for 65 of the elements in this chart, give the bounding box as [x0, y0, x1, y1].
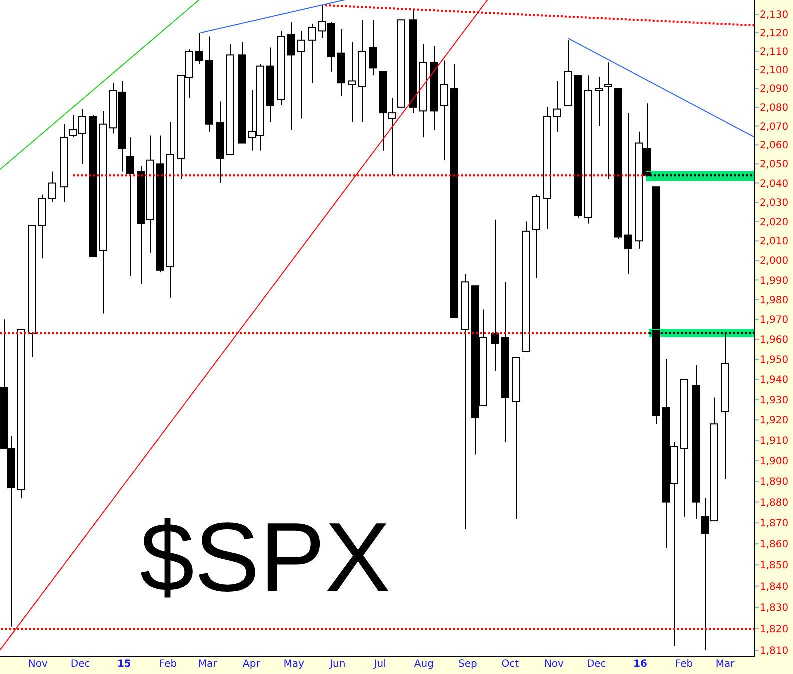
- candlestick: [126, 137, 134, 277]
- x-tick-label: Oct: [502, 659, 520, 670]
- x-tick-label: Aug: [414, 659, 434, 670]
- y-tick-label: 1,950: [760, 355, 789, 366]
- y-tick-label: 1,990: [760, 276, 789, 287]
- x-tick-label: Jun: [329, 659, 346, 670]
- y-tick-label: 1,890: [760, 477, 789, 488]
- y-tick-label: 2,090: [760, 84, 789, 96]
- y-tick-label: 2,010: [760, 236, 789, 248]
- x-tick-label: 16: [634, 659, 648, 670]
- candlestick: [596, 76, 604, 127]
- candlestick: [604, 62, 612, 180]
- y-tick-label: 2,080: [760, 102, 789, 114]
- y-tick-label: 1,830: [760, 603, 789, 614]
- y-tick-label: 2,100: [760, 66, 789, 77]
- x-tick-label: Mar: [198, 659, 218, 670]
- x-tick-label: May: [284, 659, 304, 670]
- y-tick-label: 2,040: [760, 178, 789, 190]
- y-tick-label: 2,020: [760, 217, 789, 228]
- y-tick-label: 1,940: [760, 375, 789, 386]
- x-tick-label: Apr: [243, 659, 262, 670]
- candlestick: [624, 112, 632, 275]
- y-tick-label: 1,960: [760, 335, 789, 346]
- x-tick-label: Dec: [70, 659, 90, 670]
- y-tick-label: 2,060: [760, 140, 789, 152]
- x-tick-label: Feb: [159, 659, 178, 670]
- y-tick-label: 2,000: [760, 256, 789, 268]
- candlestick: [48, 171, 56, 203]
- x-tick-label: Nov: [28, 659, 48, 670]
- y-tick-label: 2,120: [760, 28, 789, 40]
- candlestick: [196, 32, 204, 65]
- y-tick-label: 2,110: [760, 47, 789, 58]
- candlestick: [554, 80, 562, 132]
- y-tick-label: 1,900: [760, 456, 789, 468]
- y-tick-label: 1,860: [760, 540, 789, 551]
- y-tick-label: 1,870: [760, 518, 789, 530]
- x-tick-label: Mar: [716, 659, 736, 670]
- candlestick: [288, 21, 296, 131]
- x-tick-label: Dec: [586, 659, 606, 670]
- candlestick: [492, 219, 500, 372]
- y-tick-label: 1,840: [760, 582, 789, 593]
- x-tick-label: Nov: [544, 659, 564, 670]
- text: $SPX: [140, 502, 391, 612]
- x-tick-label: Jul: [373, 659, 386, 670]
- candlestick: [440, 60, 448, 161]
- y-tick-label: 2,130: [760, 10, 789, 22]
- y-tick-label: 1,850: [760, 560, 789, 572]
- y-tick-label: 1,980: [760, 295, 789, 306]
- y-tick-label: 2,070: [760, 122, 789, 133]
- y-tick-label: 1,920: [760, 416, 789, 427]
- candlestick: [308, 23, 316, 84]
- candlestick: [370, 20, 378, 76]
- y-tick-label: 1,970: [760, 315, 789, 326]
- y-tick-label: 1,880: [760, 498, 789, 509]
- y-tick-label: 2,050: [760, 160, 789, 171]
- candlestick: [348, 42, 356, 123]
- x-tick-label: Feb: [675, 659, 694, 670]
- y-tick-label: 1,810: [760, 646, 789, 658]
- y-tick-label: 1,930: [760, 395, 789, 406]
- y-tick-label: 1,820: [760, 624, 789, 636]
- x-tick-label: Sep: [458, 659, 478, 670]
- y-tick-label: 2,030: [760, 198, 789, 210]
- x-tick-label: 15: [117, 659, 132, 670]
- candlestick: [298, 30, 306, 120]
- y-tick-label: 1,910: [760, 436, 789, 448]
